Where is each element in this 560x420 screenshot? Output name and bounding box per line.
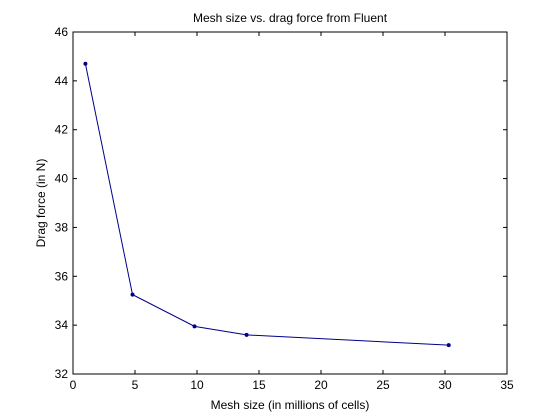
y-tick-label: 34 [55,318,69,332]
data-point [83,61,88,66]
axis-ticks: 0 5 10 15 20 25 30 35 32 34 36 38 40 42 44 46 [55,25,514,392]
x-tick-label: 25 [376,378,390,392]
y-tick-label: 38 [55,220,69,234]
x-tick-label: 15 [252,378,266,392]
y-tick-label: 42 [55,123,69,137]
data-point [130,292,135,297]
y-tick-label: 46 [55,25,69,39]
x-tick-label: 30 [438,378,452,392]
y-tick-label: 32 [55,367,69,381]
plot-area [72,31,508,375]
x-tick-label: 20 [314,378,328,392]
y-tick-label: 36 [55,269,69,283]
x-tick-label: 10 [190,378,204,392]
x-tick-label: 35 [500,378,514,392]
y-tick-label: 44 [55,74,69,88]
x-tick-label: 5 [132,378,139,392]
data-point [244,332,249,337]
series-layer [83,61,451,348]
data-point [446,343,451,348]
y-axis-label: Drag force (in N) [34,159,48,248]
y-tick-label: 40 [55,172,69,186]
data-point [192,324,197,329]
chart-title: Mesh size vs. drag force from Fluent [193,11,388,25]
x-axis-label: Mesh size (in millions of cells) [211,398,370,412]
x-tick-label: 0 [70,378,77,392]
